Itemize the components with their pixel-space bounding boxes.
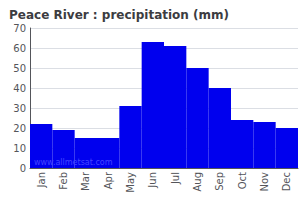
svg-text:50: 50 <box>13 63 26 74</box>
svg-text:10: 10 <box>13 143 26 154</box>
svg-text:Jun: Jun <box>147 172 158 189</box>
svg-text:www.allmetsat.com: www.allmetsat.com <box>34 158 113 167</box>
svg-text:Mar: Mar <box>80 171 91 191</box>
svg-text:70: 70 <box>13 23 26 34</box>
svg-text:Oct: Oct <box>237 172 248 189</box>
svg-text:Apr: Apr <box>103 171 114 189</box>
svg-text:Peace River : precipitation (m: Peace River : precipitation (mm) <box>9 8 229 22</box>
svg-text:20: 20 <box>13 123 26 134</box>
svg-text:May: May <box>125 172 136 193</box>
svg-text:30: 30 <box>13 103 26 114</box>
svg-text:40: 40 <box>13 83 26 94</box>
svg-text:0: 0 <box>20 163 26 174</box>
svg-text:Sep: Sep <box>214 172 225 191</box>
svg-text:Jan: Jan <box>36 172 47 188</box>
svg-text:60: 60 <box>13 43 26 54</box>
svg-text:Dec: Dec <box>281 172 292 191</box>
svg-text:Jul: Jul <box>170 172 181 185</box>
svg-text:Feb: Feb <box>58 172 69 190</box>
svg-text:Aug: Aug <box>192 172 203 192</box>
svg-text:Nov: Nov <box>259 172 270 192</box>
